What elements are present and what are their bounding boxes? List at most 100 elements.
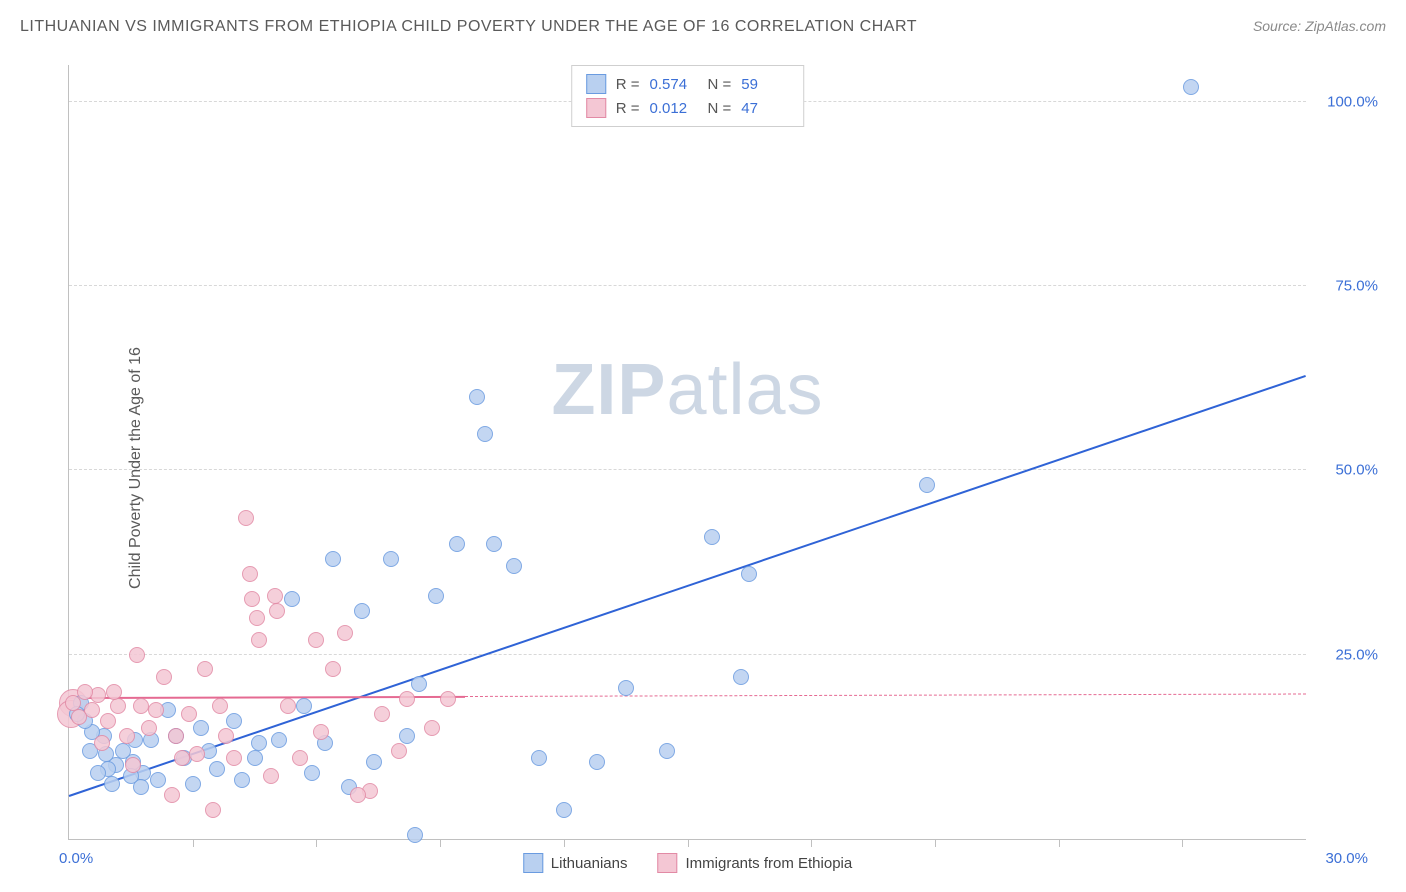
data-point — [399, 728, 415, 744]
legend-series: Lithuanians Immigrants from Ethiopia — [523, 853, 852, 873]
data-point — [399, 691, 415, 707]
data-point — [242, 566, 258, 582]
data-point — [226, 713, 242, 729]
trend-line — [465, 694, 1306, 698]
data-point — [428, 588, 444, 604]
data-point — [325, 551, 341, 567]
x-tick — [935, 839, 936, 847]
data-point — [424, 720, 440, 736]
data-point — [659, 743, 675, 759]
data-point — [313, 724, 329, 740]
data-point — [181, 706, 197, 722]
data-point — [292, 750, 308, 766]
data-point — [733, 669, 749, 685]
x-tick — [564, 839, 565, 847]
data-point — [374, 706, 390, 722]
data-point — [168, 728, 184, 744]
data-point — [77, 684, 93, 700]
data-point — [148, 702, 164, 718]
x-tick — [316, 839, 317, 847]
y-tick-label: 100.0% — [1314, 93, 1378, 110]
data-point — [741, 566, 757, 582]
source-name: ZipAtlas.com — [1305, 18, 1386, 34]
legend-swatch-b0 — [523, 853, 543, 873]
r-value-1: 0.012 — [650, 100, 698, 117]
data-point — [337, 625, 353, 641]
data-point — [104, 776, 120, 792]
data-point — [477, 426, 493, 442]
data-point — [486, 536, 502, 552]
data-point — [125, 757, 141, 773]
data-point — [189, 746, 205, 762]
data-point — [284, 591, 300, 607]
data-point — [267, 588, 283, 604]
grid-line — [69, 469, 1306, 470]
legend-stats: R = 0.574 N = 59 R = 0.012 N = 47 — [571, 65, 805, 127]
data-point — [141, 720, 157, 736]
x-end-label: 30.0% — [1325, 850, 1368, 867]
data-point — [218, 728, 234, 744]
grid-line — [69, 654, 1306, 655]
data-point — [106, 684, 122, 700]
data-point — [110, 698, 126, 714]
y-tick-label: 50.0% — [1314, 462, 1378, 479]
watermark-light: atlas — [666, 350, 823, 430]
data-point — [197, 661, 213, 677]
x-tick — [193, 839, 194, 847]
data-point — [133, 698, 149, 714]
r-label-1: R = — [616, 100, 640, 117]
data-point — [100, 713, 116, 729]
grid-line — [69, 285, 1306, 286]
data-point — [366, 754, 382, 770]
n-value-0: 59 — [741, 76, 789, 93]
data-point — [150, 772, 166, 788]
legend-item-1: Immigrants from Ethiopia — [658, 853, 853, 873]
data-point — [411, 676, 427, 692]
legend-label-0: Lithuanians — [551, 855, 628, 872]
data-point — [249, 610, 265, 626]
data-point — [354, 603, 370, 619]
data-point — [115, 743, 131, 759]
y-tick-label: 25.0% — [1314, 646, 1378, 663]
r-label-0: R = — [616, 76, 640, 93]
legend-stats-row-1: R = 0.012 N = 47 — [586, 96, 790, 120]
data-point — [296, 698, 312, 714]
data-point — [94, 735, 110, 751]
data-point — [280, 698, 296, 714]
data-point — [251, 735, 267, 751]
x-tick — [1182, 839, 1183, 847]
data-point — [251, 632, 267, 648]
n-label-0: N = — [708, 76, 732, 93]
data-point — [325, 661, 341, 677]
data-point — [205, 802, 221, 818]
x-tick — [811, 839, 812, 847]
x-tick — [1059, 839, 1060, 847]
data-point — [449, 536, 465, 552]
n-label-1: N = — [708, 100, 732, 117]
data-point — [531, 750, 547, 766]
data-point — [65, 695, 81, 711]
data-point — [704, 529, 720, 545]
data-point — [1183, 79, 1199, 95]
data-point — [244, 591, 260, 607]
x-tick — [688, 839, 689, 847]
data-point — [156, 669, 172, 685]
legend-label-1: Immigrants from Ethiopia — [686, 855, 853, 872]
legend-stats-row-0: R = 0.574 N = 59 — [586, 72, 790, 96]
data-point — [193, 720, 209, 736]
data-point — [209, 761, 225, 777]
data-point — [247, 750, 263, 766]
legend-item-0: Lithuanians — [523, 853, 628, 873]
data-point — [308, 632, 324, 648]
watermark-bold: ZIP — [551, 350, 666, 430]
legend-swatch-0 — [586, 74, 606, 94]
data-point — [164, 787, 180, 803]
trend-line — [69, 375, 1307, 797]
data-point — [391, 743, 407, 759]
chart-title: LITHUANIAN VS IMMIGRANTS FROM ETHIOPIA C… — [20, 18, 917, 36]
source-attribution: Source: ZipAtlas.com — [1253, 18, 1386, 34]
data-point — [71, 709, 87, 725]
data-point — [212, 698, 228, 714]
data-point — [269, 603, 285, 619]
data-point — [129, 647, 145, 663]
